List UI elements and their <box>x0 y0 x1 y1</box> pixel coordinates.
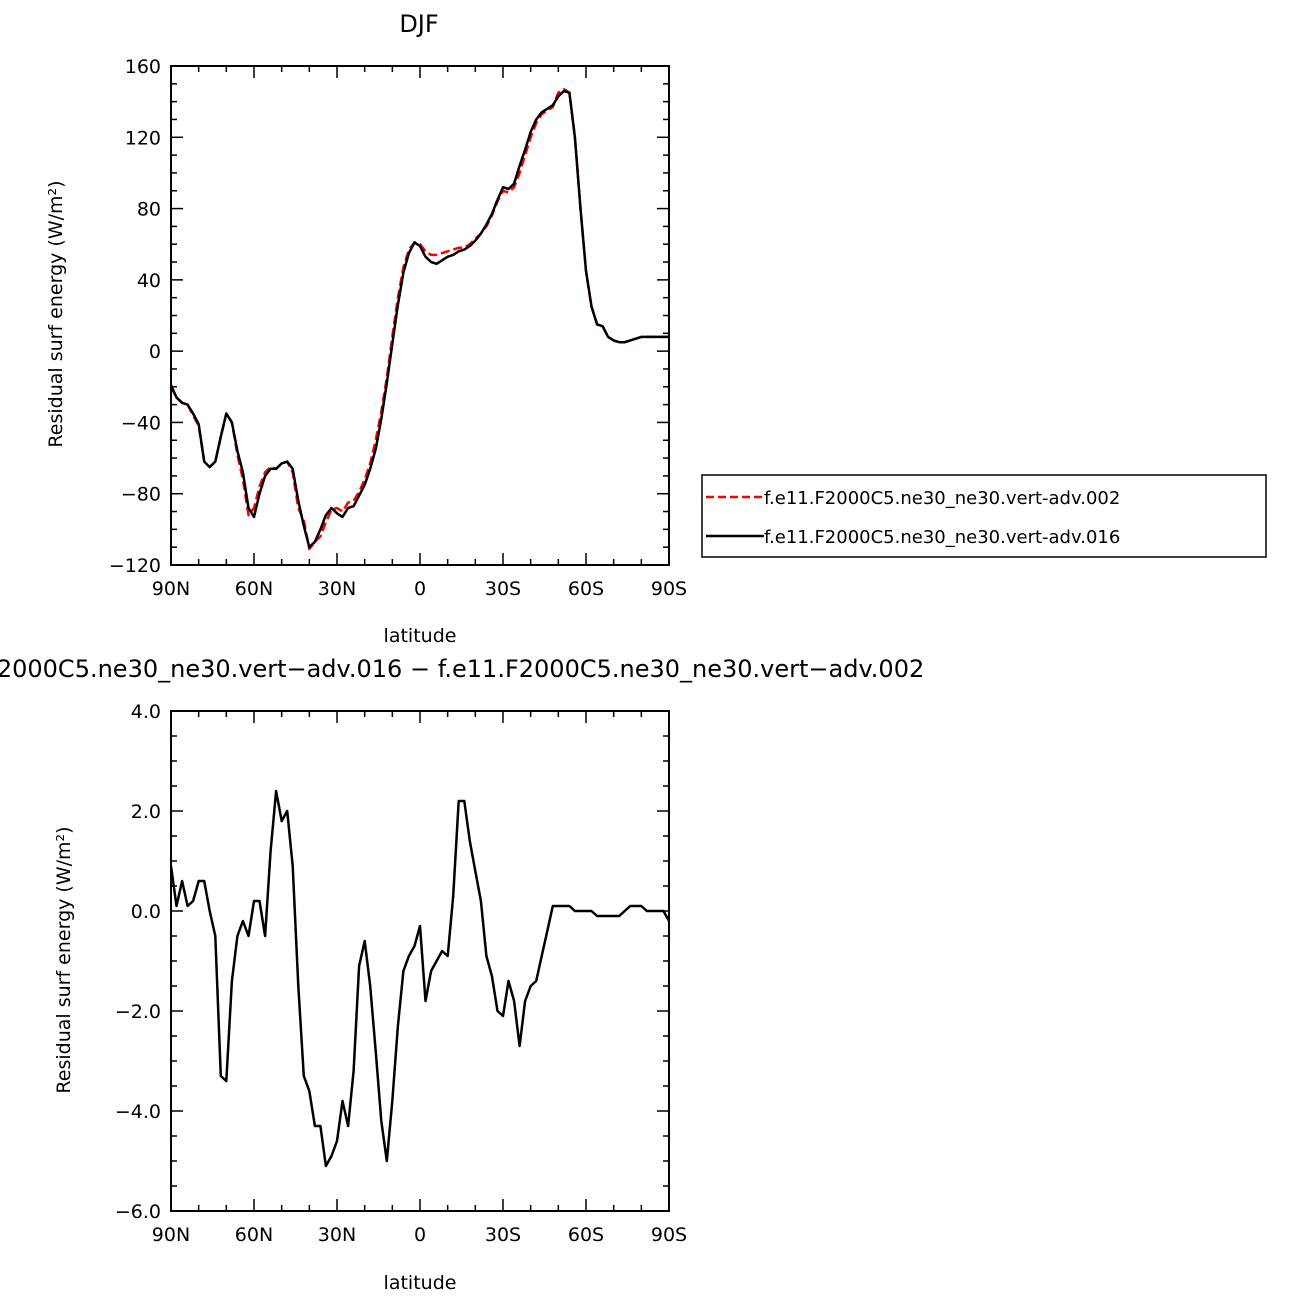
chart-bottom-ticks: 90N 60N 30N 0 30S 60S 90S −6.0 −4.0 −2.0 0.0 2.0 4.0 <box>115 701 687 1246</box>
chart-bottom: f.e11.F2000C5.ne30_ne30.vert−adv.016 − f… <box>0 655 924 1294</box>
legend-label-series-1: f.e11.F2000C5.ne30_ne30.vert-adv.002 <box>764 488 1120 509</box>
x-tick-label: 60S <box>568 578 604 600</box>
x-tick-label: 30N <box>318 578 356 600</box>
x-tick-label: 60S <box>568 1224 604 1246</box>
chart-bottom-frame <box>170 710 670 1212</box>
x-tick-label: 60N <box>235 1224 273 1246</box>
chart-bottom-title: f.e11.F2000C5.ne30_ne30.vert−adv.016 − f… <box>0 655 924 683</box>
x-tick-label: 0 <box>414 1224 426 1246</box>
x-tick-label: 30S <box>485 578 521 600</box>
y-tick-label: 160 <box>125 56 161 78</box>
chart-top-xlabel: latitude <box>384 625 457 647</box>
x-tick-label: 0 <box>414 578 426 600</box>
chart-top-legend: f.e11.F2000C5.ne30_ne30.vert-adv.002 f.e… <box>701 474 1267 558</box>
y-tick-label: 40 <box>137 270 161 292</box>
y-tick-label: 80 <box>137 199 161 221</box>
chart-top: DJF 90N 60N 30N 0 30S 60S 90S −120 −80 −40 0 40 80 12… <box>45 10 687 647</box>
y-tick-label: −80 <box>121 484 161 506</box>
legend-box <box>701 474 1267 558</box>
x-tick-label: 30N <box>318 1224 356 1246</box>
y-tick-label: −40 <box>121 412 161 434</box>
x-tick-label: 90N <box>152 578 190 600</box>
x-tick-label: 90S <box>651 578 687 600</box>
chart-top-ylabel: Residual surf energy (W/m²) <box>45 180 67 447</box>
y-tick-label: 4.0 <box>131 701 161 723</box>
series-line-1 <box>169 789 671 1168</box>
chart-bottom-lines <box>169 789 671 1168</box>
x-tick-label: 90S <box>651 1224 687 1246</box>
x-tick-label: 30S <box>485 1224 521 1246</box>
y-tick-label: −4.0 <box>115 1101 161 1123</box>
chart-top-ticks: 90N 60N 30N 0 30S 60S 90S −120 −80 −40 0 40 80 120 160 <box>109 56 687 600</box>
y-tick-label: 120 <box>125 127 161 149</box>
chart-bottom-xlabel: latitude <box>384 1272 457 1294</box>
legend-label-series-2: f.e11.F2000C5.ne30_ne30.vert-adv.016 <box>764 527 1120 548</box>
y-tick-label: 0 <box>149 341 161 363</box>
chart-top-title: DJF <box>399 10 438 38</box>
x-tick-label: 90N <box>152 1224 190 1246</box>
y-tick-label: 0.0 <box>131 901 161 923</box>
chart-top-lines <box>169 87 669 551</box>
y-tick-label: 2.0 <box>131 801 161 823</box>
y-tick-label: −120 <box>109 555 161 577</box>
chart-top-frame <box>170 65 670 566</box>
chart-bottom-ylabel: Residual surf energy (W/m²) <box>53 826 75 1093</box>
y-tick-label: −6.0 <box>115 1201 161 1223</box>
x-tick-label: 60N <box>235 578 273 600</box>
series-line-2 <box>169 89 669 549</box>
y-tick-label: −2.0 <box>115 1001 161 1023</box>
